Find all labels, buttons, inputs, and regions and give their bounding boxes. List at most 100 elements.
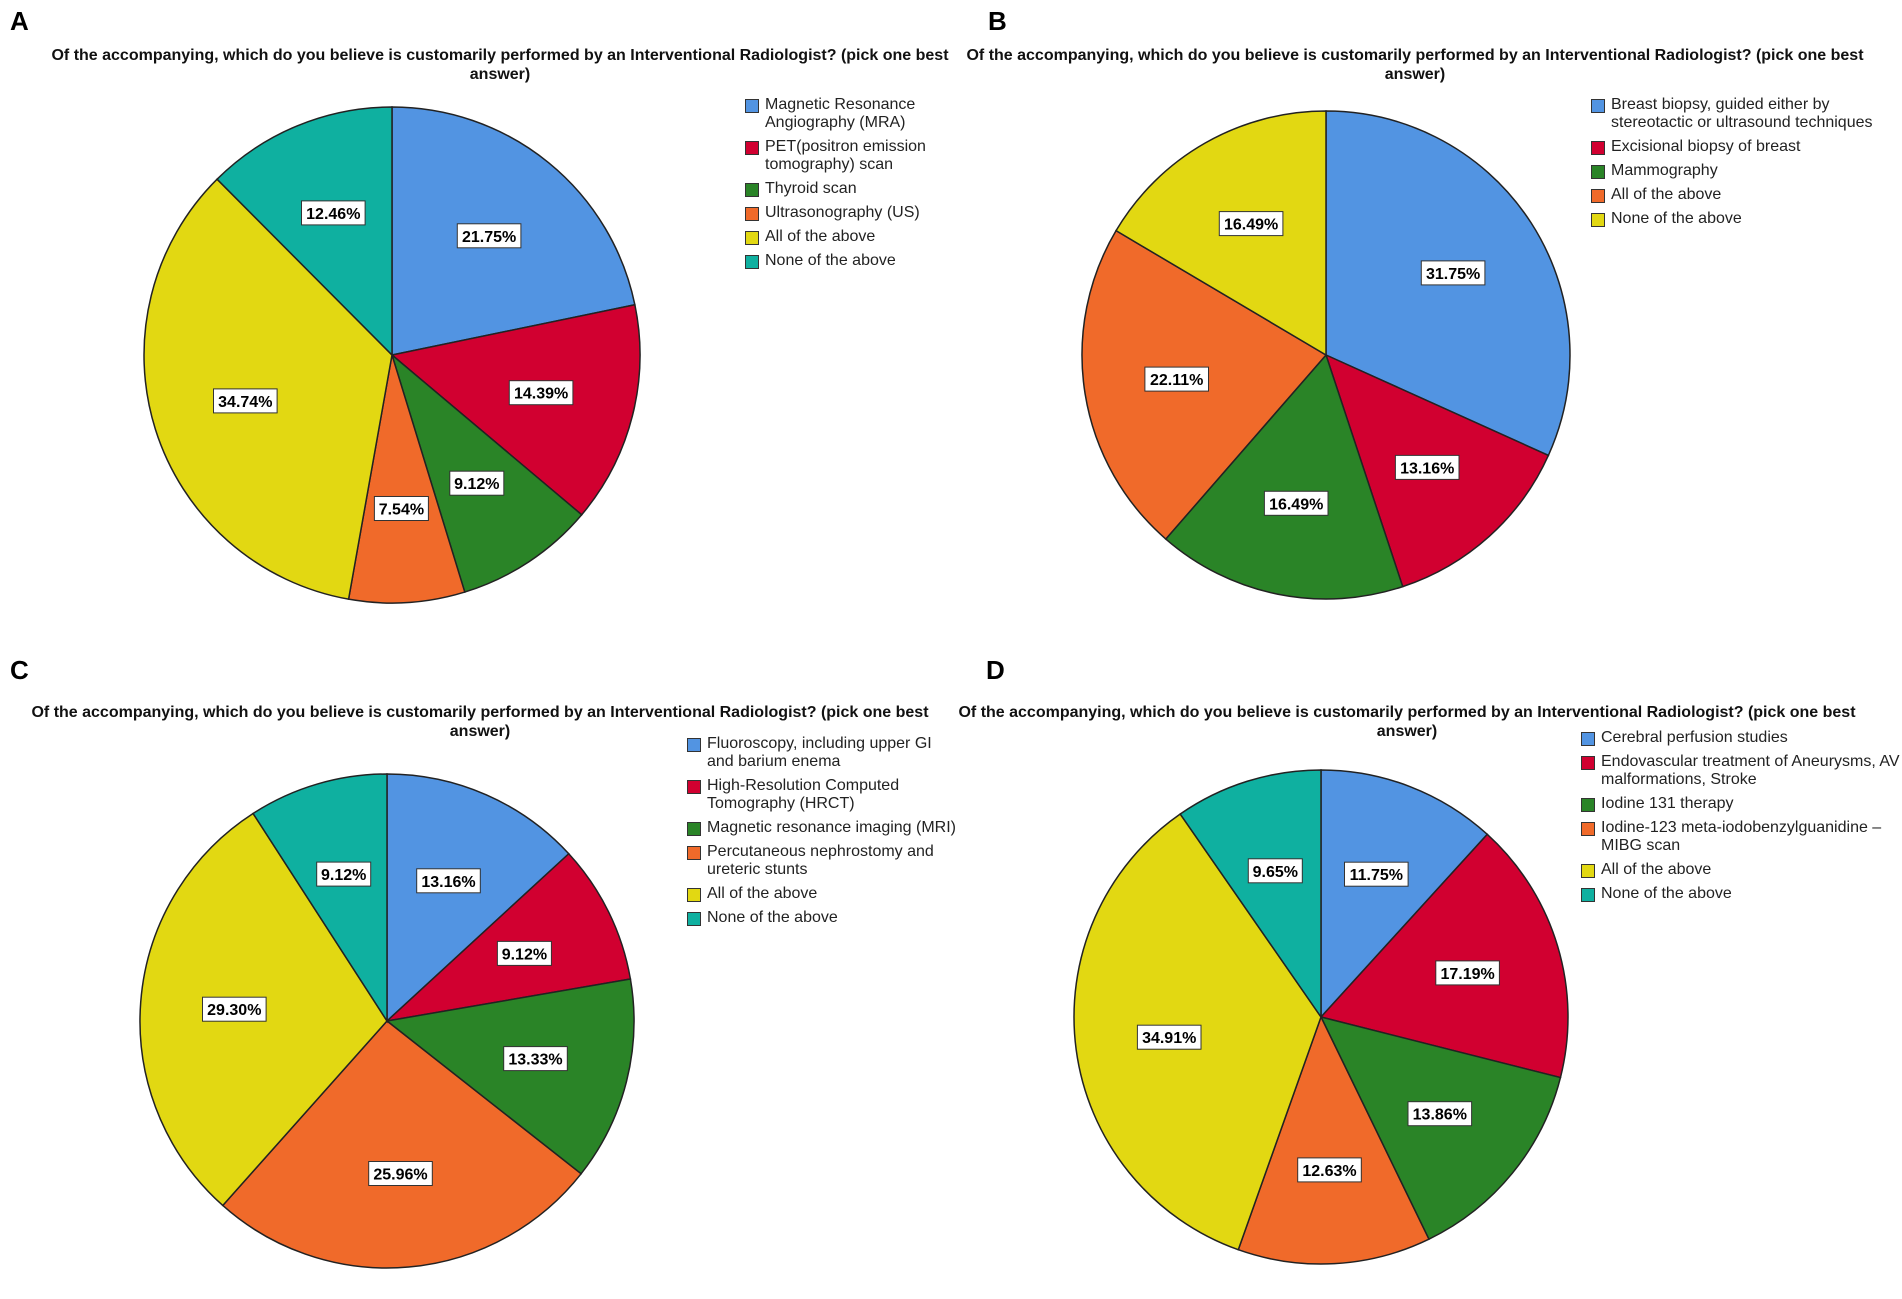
legend-label: PET(positron emission tomography) scan bbox=[765, 138, 926, 173]
pie-slice bbox=[1179, 769, 1322, 1020]
panel-letter: A bbox=[10, 6, 29, 36]
slice-value-label: 13.33% bbox=[503, 1046, 568, 1072]
legend-swatch bbox=[1591, 165, 1605, 179]
pie-chart: 21.75% 14.39% 9.12% 7.54% 34.74% 12.46% bbox=[143, 106, 641, 604]
slice-value-label: 16.49% bbox=[1263, 490, 1329, 516]
svg-text:13.86%: 13.86% bbox=[1413, 1107, 1467, 1124]
slice-value-label: 22.11% bbox=[1144, 366, 1209, 392]
legend-swatch bbox=[745, 255, 759, 269]
svg-text:31.75%: 31.75% bbox=[1426, 266, 1480, 283]
legend-swatch bbox=[1581, 732, 1595, 746]
legend-swatch bbox=[687, 822, 701, 836]
legend-swatch bbox=[687, 846, 701, 860]
legend-label: All of the above bbox=[765, 228, 876, 245]
legend-label: Percutaneous nephrostomy and ureteric st… bbox=[707, 843, 934, 878]
legend-label: Excisional biopsy of breast bbox=[1611, 138, 1801, 155]
slice-value-label: 12.46% bbox=[301, 200, 366, 226]
legend-label: High-Resolution Computed Tomography (HRC… bbox=[707, 777, 900, 812]
legend-swatch bbox=[1591, 213, 1605, 227]
legend-item: None of the above bbox=[687, 909, 957, 927]
slice-value-label: 9.65% bbox=[1247, 858, 1303, 884]
legend-item: Iodine 131 therapy bbox=[1581, 795, 1901, 813]
slice-value-label: 11.75% bbox=[1344, 861, 1409, 887]
pie-slice bbox=[386, 773, 570, 1023]
chart-panel-a: A Of the accompanying, which do you beli… bbox=[0, 0, 951, 649]
svg-text:14.39%: 14.39% bbox=[514, 386, 568, 403]
legend-item: Endovascular treatment of Aneurysms, AV … bbox=[1581, 753, 1901, 789]
legend-label: None of the above bbox=[1611, 210, 1742, 227]
svg-text:13.16%: 13.16% bbox=[1400, 460, 1454, 477]
legend-swatch bbox=[1581, 888, 1595, 902]
svg-text:9.12%: 9.12% bbox=[321, 867, 366, 884]
slice-value-label: 7.54% bbox=[373, 496, 429, 521]
legend-item: All of the above bbox=[1581, 861, 1901, 879]
svg-text:13.16%: 13.16% bbox=[421, 874, 475, 891]
slice-value-label: 13.86% bbox=[1407, 1101, 1473, 1127]
panel-letter: C bbox=[10, 655, 29, 685]
slice-value-label: 17.19% bbox=[1435, 960, 1500, 986]
legend: Magnetic Resonance Angiography (MRA) PET(… bbox=[745, 96, 945, 276]
chart-title: Of the accompanying, which do you believ… bbox=[966, 47, 1864, 83]
legend-swatch bbox=[745, 141, 759, 155]
svg-text:21.75%: 21.75% bbox=[462, 229, 516, 246]
svg-text:7.54%: 7.54% bbox=[379, 502, 424, 519]
chart-title: Of the accompanying, which do you believ… bbox=[51, 47, 949, 83]
legend: Breast biopsy, guided either by stereota… bbox=[1591, 96, 1896, 234]
legend-item: Mammography bbox=[1591, 162, 1896, 180]
slice-value-label: 34.74% bbox=[213, 388, 278, 414]
pie-chart: 13.16% 9.12% 13.33% 25.96% 29.30% 9.12% bbox=[139, 773, 635, 1269]
legend-swatch bbox=[745, 99, 759, 113]
legend-label: All of the above bbox=[707, 885, 818, 902]
pie-slice bbox=[1164, 353, 1404, 600]
pie-slice bbox=[390, 303, 641, 516]
legend-swatch bbox=[745, 207, 759, 221]
svg-text:12.63%: 12.63% bbox=[1302, 1163, 1356, 1180]
svg-text:16.49%: 16.49% bbox=[1269, 496, 1323, 513]
slice-value-label: 16.49% bbox=[1218, 211, 1284, 237]
pie-chart: 31.75% 13.16% 16.49% 22.11% 16.49% bbox=[1081, 110, 1571, 600]
svg-text:9.65%: 9.65% bbox=[1253, 864, 1298, 881]
panel-letter: B bbox=[988, 6, 1007, 36]
svg-text:11.75%: 11.75% bbox=[1350, 867, 1403, 884]
legend-swatch bbox=[1581, 822, 1595, 836]
legend: Cerebral perfusion studies Endovascular t… bbox=[1581, 729, 1901, 909]
legend-swatch bbox=[1581, 864, 1595, 878]
legend-item: PET(positron emission tomography) scan bbox=[745, 138, 945, 174]
svg-text:16.49%: 16.49% bbox=[1224, 217, 1278, 234]
legend-item: None of the above bbox=[1591, 210, 1896, 228]
legend-label: Ultrasonography (US) bbox=[765, 204, 920, 221]
pie-slice bbox=[216, 106, 393, 357]
svg-text:12.46%: 12.46% bbox=[306, 206, 360, 223]
legend-swatch bbox=[745, 183, 759, 197]
legend-label: Breast biopsy, guided either by stereota… bbox=[1611, 96, 1873, 131]
legend-swatch bbox=[1581, 798, 1595, 812]
legend-label: Magnetic resonance imaging (MRI) bbox=[707, 819, 956, 836]
legend: Fluoroscopy, including upper GI and bari… bbox=[687, 735, 957, 933]
pie-chart: 11.75% 17.19% 13.86% 12.63% 34.91% 9.65% bbox=[1073, 769, 1569, 1265]
legend-item: None of the above bbox=[1581, 885, 1901, 903]
legend-item: All of the above bbox=[687, 885, 957, 903]
legend-item: Breast biopsy, guided either by stereota… bbox=[1591, 96, 1896, 132]
legend-item: Thyroid scan bbox=[745, 180, 945, 198]
slice-value-label: 13.16% bbox=[416, 868, 481, 894]
legend-swatch bbox=[687, 738, 701, 752]
svg-text:34.91%: 34.91% bbox=[1142, 1030, 1196, 1047]
pie-slice bbox=[252, 773, 388, 1024]
legend-label: Iodine 131 therapy bbox=[1601, 795, 1734, 812]
legend-swatch bbox=[745, 231, 759, 245]
legend-swatch bbox=[687, 888, 701, 902]
legend-item: Cerebral perfusion studies bbox=[1581, 729, 1901, 747]
svg-text:34.74%: 34.74% bbox=[218, 394, 272, 411]
svg-text:25.96%: 25.96% bbox=[373, 1167, 427, 1184]
chart-panel-d: D Of the accompanying, which do you beli… bbox=[951, 649, 1902, 1298]
slice-value-label: 31.75% bbox=[1420, 260, 1486, 286]
legend-item: None of the above bbox=[745, 252, 945, 270]
svg-text:22.11%: 22.11% bbox=[1150, 372, 1203, 389]
legend-label: Fluoroscopy, including upper GI and bari… bbox=[707, 735, 932, 770]
legend-label: Magnetic Resonance Angiography (MRA) bbox=[765, 96, 916, 131]
legend-item: Percutaneous nephrostomy and ureteric st… bbox=[687, 843, 957, 879]
slice-value-label: 34.91% bbox=[1136, 1024, 1202, 1050]
legend-label: None of the above bbox=[1601, 885, 1732, 902]
legend-item: Iodine-123 meta-iodobenzylguanidine – MI… bbox=[1581, 819, 1901, 855]
pie-slice bbox=[1319, 833, 1569, 1079]
